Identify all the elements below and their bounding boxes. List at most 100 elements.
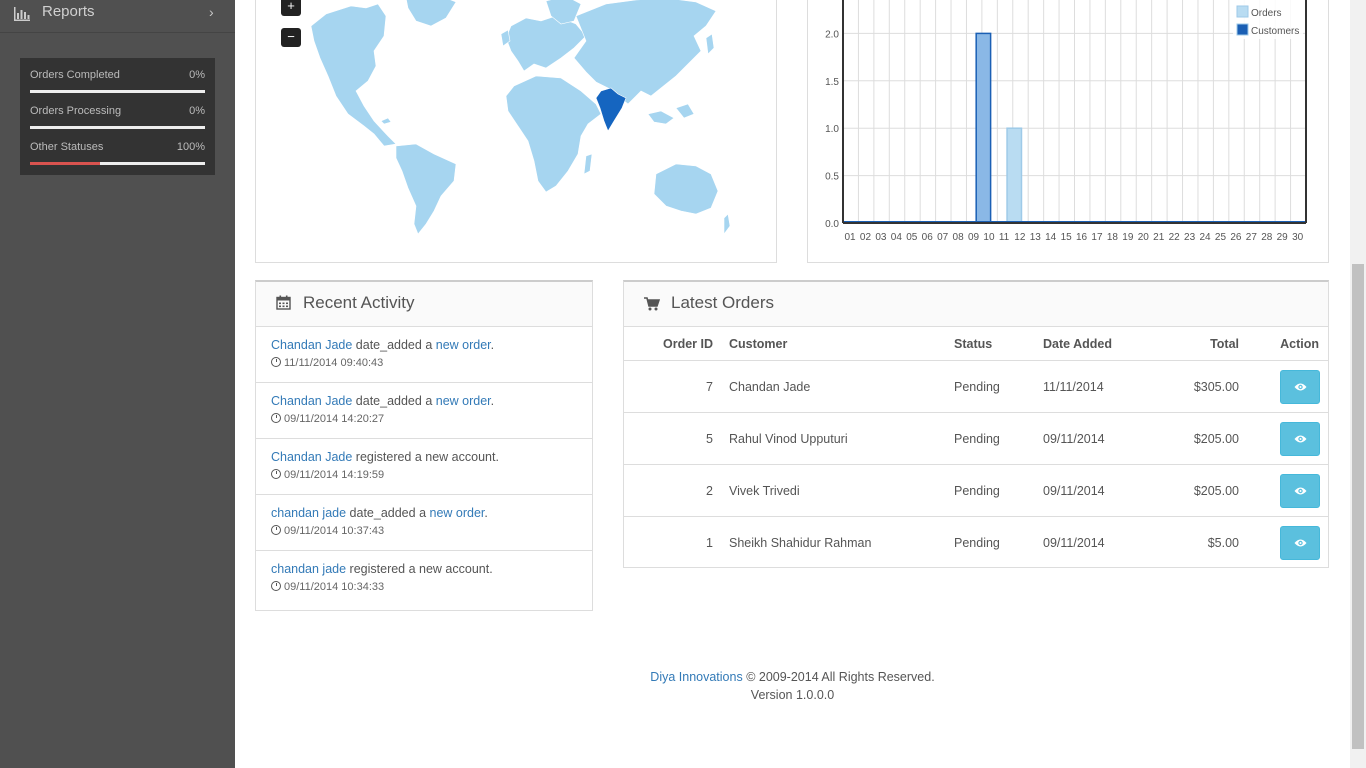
- activity-text: Chandan Jade date_added a new order.: [271, 394, 592, 409]
- x-tick-label: 28: [1261, 232, 1273, 243]
- map-zoom-in-button[interactable]: +: [281, 0, 301, 16]
- activity-user-link[interactable]: chandan jade: [271, 562, 347, 576]
- clock-icon: [271, 357, 281, 367]
- x-tick-label: 18: [1107, 232, 1119, 243]
- column-order-id: Order ID: [624, 327, 713, 361]
- order-status-summary: Orders Completed 0% Orders Processing 0% Oth…: [20, 58, 215, 175]
- column-customer: Customer: [713, 327, 954, 361]
- order-customer: Sheikh Shahidur Rahman: [729, 535, 872, 550]
- status-label: Orders Completed: [30, 69, 120, 81]
- order-action-cell: [1239, 360, 1328, 413]
- page-scrollbar[interactable]: [1350, 0, 1366, 768]
- company-link[interactable]: Diya Innovations: [650, 670, 743, 684]
- activity-order-link[interactable]: new order: [435, 394, 491, 408]
- map-europe: [505, 15, 587, 72]
- activity-user-link[interactable]: Chandan Jade: [271, 394, 353, 408]
- order-id: 7: [624, 360, 713, 413]
- table-row: 7 Chandan Jade Pending 11/11/2014 $305.00: [624, 360, 1328, 413]
- order-date: 09/11/2014: [1043, 535, 1105, 550]
- activity-tail: .: [490, 394, 495, 408]
- activity-action: date_added a: [352, 338, 436, 352]
- x-tick-label: 04: [891, 232, 903, 243]
- x-tick-label: 10: [983, 232, 995, 243]
- activity-order-link[interactable]: new order: [429, 506, 485, 520]
- activity-tail: .: [490, 338, 495, 352]
- order-status: Pending: [954, 412, 1043, 465]
- status-label: Orders Processing: [30, 105, 122, 117]
- activity-order-link[interactable]: new order: [435, 338, 491, 352]
- x-tick-label: 19: [1122, 232, 1134, 243]
- orders-table: Order ID Customer Status Date Added Tota…: [624, 327, 1328, 568]
- activity-action: date_added a: [352, 394, 436, 408]
- x-tick-label: 27: [1246, 232, 1258, 243]
- activity-text: chandan jade date_added a new order.: [271, 506, 592, 521]
- y-tick-label: 0.0: [825, 219, 839, 230]
- view-order-button[interactable]: [1280, 369, 1320, 404]
- column-status: Status: [954, 327, 1043, 361]
- column-total: Total: [1143, 327, 1239, 361]
- order-customer: Rahul Vinod Upputuri: [713, 412, 954, 465]
- activity-text: Chandan Jade registered a new account.: [271, 450, 592, 465]
- footer: Diya Innovations © 2009-2014 All Rights …: [235, 668, 1350, 704]
- table-row: 5 Rahul Vinod Upputuri Pending 09/11/2014 $2…: [624, 412, 1328, 465]
- scrollbar-thumb[interactable]: [1352, 264, 1364, 749]
- legend-label: Customers: [1251, 26, 1299, 37]
- version-text: Version 1.0.0.0: [750, 688, 835, 702]
- status-percent: 100%: [176, 141, 205, 153]
- activity-action: date_added a: [346, 506, 430, 520]
- order-date: 09/11/2014: [1043, 412, 1143, 465]
- x-tick-label: 30: [1292, 232, 1304, 243]
- recent-activity-title: Recent Activity: [303, 293, 415, 312]
- x-tick-label: 01: [845, 232, 857, 243]
- x-tick-label: 03: [875, 232, 887, 243]
- activity-user-link[interactable]: Chandan Jade: [271, 450, 353, 464]
- order-total: $205.00: [1143, 412, 1239, 465]
- order-customer: Vivek Trivedi: [713, 464, 954, 517]
- table-row: 2 Vivek Trivedi Pending 09/11/2014 $205.00: [624, 464, 1328, 517]
- world-map[interactable]: [256, 0, 776, 262]
- activity-item: Chandan Jade registered a new account. 09…: [256, 439, 592, 495]
- map-zoom-out-button[interactable]: −: [281, 28, 301, 47]
- copyright: Diya Innovations © 2009-2014 All Rights …: [235, 668, 1350, 686]
- activity-time: 09/11/2014 10:34:33: [271, 581, 592, 594]
- order-action-cell: [1239, 464, 1328, 517]
- order-status: Pending: [954, 360, 1043, 413]
- latest-orders-panel: Latest Orders Order ID Customer Status D…: [623, 280, 1329, 568]
- sidebar: Reports › Orders Completed 0% Orders Proce…: [0, 0, 235, 768]
- map-north-america: [310, 3, 397, 147]
- activity-item: chandan jade registered a new account. 09…: [256, 551, 592, 607]
- status-percent: 0%: [189, 69, 205, 81]
- view-order-button[interactable]: [1280, 473, 1320, 508]
- order-status: Pending: [954, 535, 1000, 550]
- x-tick-label: 08: [953, 232, 965, 243]
- x-tick-label: 16: [1076, 232, 1088, 243]
- activity-list: Chandan Jade date_added a new order. 11/1…: [256, 327, 592, 607]
- shopping-cart-icon: [644, 297, 660, 311]
- x-tick-label: 23: [1184, 232, 1196, 243]
- eye-icon: [1294, 539, 1307, 546]
- activity-tail: .: [484, 506, 488, 520]
- status-progress-bar: [30, 126, 205, 129]
- x-tick-label: 14: [1045, 232, 1057, 243]
- x-tick-label: 12: [1014, 232, 1026, 243]
- activity-timestamp: 11/11/2014 09:40:43: [284, 357, 384, 369]
- x-tick-label: 09: [968, 232, 980, 243]
- x-tick-label: 05: [906, 232, 918, 243]
- view-order-button[interactable]: [1280, 525, 1320, 560]
- x-tick-label: 13: [1030, 232, 1042, 243]
- order-total: $305.00: [1143, 360, 1239, 413]
- map-india-highlight: [595, 87, 627, 132]
- sidebar-item-reports[interactable]: Reports ›: [0, 0, 235, 33]
- activity-time: 09/11/2014 14:19:59: [271, 469, 592, 482]
- status-percent: 0%: [189, 105, 205, 117]
- view-order-button[interactable]: [1280, 421, 1320, 456]
- order-status: Pending: [954, 464, 1043, 517]
- activity-time: 11/11/2014 09:40:43: [271, 357, 592, 370]
- recent-activity-header: Recent Activity: [256, 282, 592, 327]
- activity-user-link[interactable]: chandan jade: [271, 506, 347, 520]
- activity-timestamp: 09/11/2014 10:37:43: [284, 525, 385, 537]
- x-tick-label: 24: [1199, 232, 1211, 243]
- map-australia: [653, 163, 719, 215]
- activity-user-link[interactable]: Chandan Jade: [271, 338, 353, 352]
- latest-orders-title: Latest Orders: [671, 293, 774, 312]
